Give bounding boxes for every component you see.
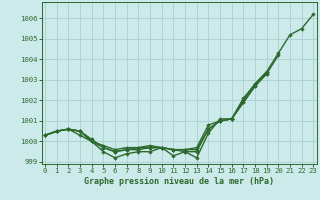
X-axis label: Graphe pression niveau de la mer (hPa): Graphe pression niveau de la mer (hPa): [84, 177, 274, 186]
